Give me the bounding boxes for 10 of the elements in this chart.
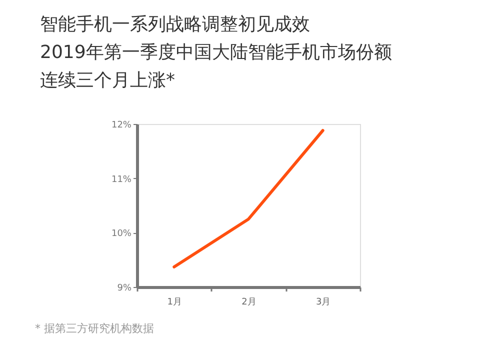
x-tick-label: 2月 bbox=[242, 298, 256, 308]
chart-title: 智能手机一系列战略调整初见成效 bbox=[40, 14, 310, 35]
text: * 据第三方研究机构数据 bbox=[35, 322, 154, 335]
y-tick-label: 11% bbox=[111, 174, 132, 185]
x-tick-label: 1月 bbox=[167, 298, 182, 308]
x-tick-label: 3月 bbox=[316, 298, 331, 308]
y-tick-label: 10% bbox=[111, 229, 132, 240]
chart-subtitle: 2019年第一季度中国大陆智能手机市场份额连续三个月上涨* bbox=[40, 42, 392, 91]
y-tick-label: 9% bbox=[117, 284, 132, 294]
y-tick-label: 12% bbox=[111, 120, 132, 130]
